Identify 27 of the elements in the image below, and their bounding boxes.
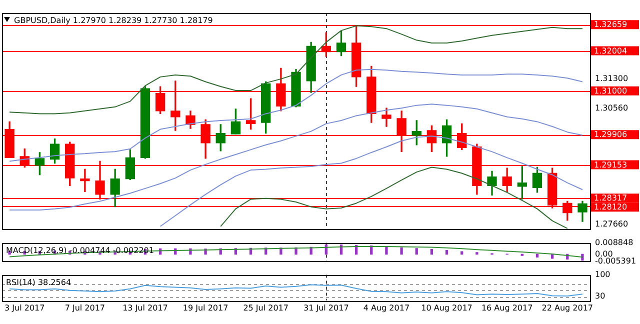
y-tick-label: -0.005391 xyxy=(595,256,636,266)
x-tick-label: 10 Aug 2017 xyxy=(421,303,472,312)
y-tick-label: 1.27660 xyxy=(595,219,628,228)
ref-line-label: 1.29906 xyxy=(594,130,628,140)
x-tick-label: 19 Jul 2017 xyxy=(182,303,228,312)
ref-line-label: 1.31000 xyxy=(594,86,628,96)
x-tick-label: 22 Aug 2017 xyxy=(542,303,594,312)
y-tick-label: 0.00 xyxy=(595,249,613,258)
x-tick-label: 13 Jul 2017 xyxy=(122,303,168,312)
x-tick-label: 25 Jul 2017 xyxy=(243,303,288,312)
ref-line-label: 1.32004 xyxy=(594,46,628,56)
x-tick-label: 31 Jul 2017 xyxy=(304,303,349,312)
x-tick-label: 4 Aug 2017 xyxy=(363,303,410,312)
y-tick-label: 100 xyxy=(595,270,610,279)
ref-line-label: 1.29153 xyxy=(594,160,628,170)
chart-title: RSI(14) 38.2564 xyxy=(6,278,72,287)
ref-line-label: 1.28317 xyxy=(594,194,628,203)
y-tick-label: 0.008848 xyxy=(595,238,634,247)
y-tick-label: 1.30560 xyxy=(595,104,628,113)
x-tick-label: 3 Jul 2017 xyxy=(4,303,45,312)
y-tick-label: 30 xyxy=(595,292,606,301)
chart-title: GBPUSD,Daily 1.27970 1.28239 1.27730 1.28179 xyxy=(14,16,213,26)
ref-line-label: 1.28120 xyxy=(594,202,628,212)
ref-line-label: 1.32659 xyxy=(594,20,628,30)
y-tick-label: 1.31300 xyxy=(595,74,628,84)
x-tick-label: 7 Jul 2017 xyxy=(64,303,106,312)
x-tick-label: 16 Aug 2017 xyxy=(481,303,533,312)
